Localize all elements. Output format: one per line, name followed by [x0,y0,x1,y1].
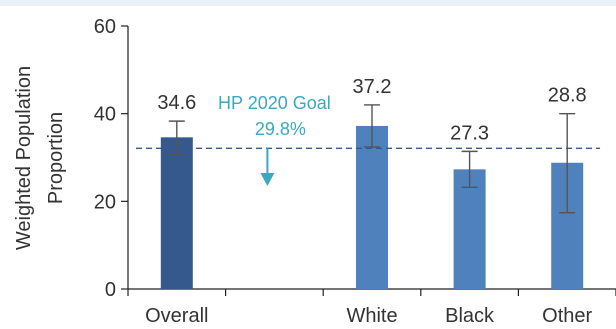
x-tick-label: White [346,305,397,327]
y-tick-label: 60 [94,16,116,38]
reference-label: HP 2020 Goal [218,93,331,113]
bar [453,169,486,289]
y-axis-label-line2: Proportion [45,112,67,204]
y-tick-label: 0 [105,279,116,301]
data-labels: 34.6 37.2 27.3 28.8 [157,76,586,144]
data-label: 27.3 [450,122,489,144]
error-bar [364,104,380,148]
error-bar [461,150,478,189]
reference-arrow-head [260,173,275,186]
data-label: 37.2 [353,76,392,98]
reference-line-group: HP 2020 Goal 29.8% [136,93,600,186]
bar [356,125,388,289]
reference-value-label: 29.8% [255,119,306,139]
y-axis-label-line1: Weighted Population [13,66,35,250]
y-axis-label: Weighted Population Proportion [13,66,67,250]
x-tick-label: Black [445,305,495,327]
top-band [0,0,616,6]
x-tick-label: Overall [145,305,208,327]
axes: 0 20 40 60 Overall White Black Other [94,16,616,327]
data-label: 28.8 [548,85,587,107]
y-tick-label: 40 [94,104,116,126]
bar [160,137,193,289]
x-tick-label: Other [542,305,592,327]
error-bar [559,112,576,214]
bars [160,125,584,289]
data-label: 34.6 [157,92,196,114]
y-tick-label: 20 [94,191,116,213]
